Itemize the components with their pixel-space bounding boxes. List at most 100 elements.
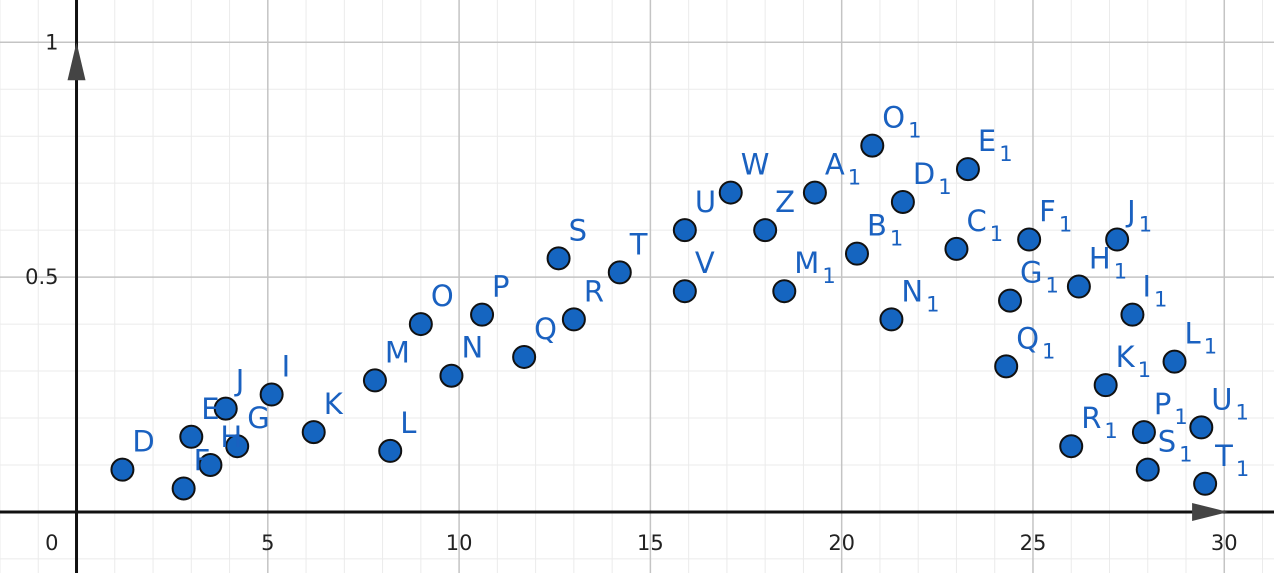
data-point[interactable] xyxy=(844,241,869,266)
data-point[interactable] xyxy=(1193,471,1218,496)
data-point[interactable] xyxy=(1131,420,1156,445)
point-label: Q xyxy=(534,312,557,346)
data-point[interactable] xyxy=(408,312,433,337)
x-tick-label: 10 xyxy=(446,531,473,555)
data-point[interactable] xyxy=(378,438,403,463)
x-tick-label: 25 xyxy=(1020,531,1047,555)
y-tick-label: 1 xyxy=(45,30,58,54)
data-point[interactable] xyxy=(512,344,537,369)
data-point[interactable] xyxy=(470,302,495,327)
point-label: Z xyxy=(775,185,795,219)
point-label: F xyxy=(194,443,211,477)
point-label: W xyxy=(741,148,770,182)
point-label: V xyxy=(695,246,715,280)
data-point[interactable] xyxy=(994,354,1019,379)
data-point[interactable] xyxy=(546,246,571,271)
point-label: G xyxy=(247,401,269,435)
data-point[interactable] xyxy=(860,133,885,158)
point-label: H xyxy=(220,420,242,454)
point-label: J xyxy=(234,364,245,398)
point-label: I xyxy=(282,350,291,384)
data-point[interactable] xyxy=(1093,373,1118,398)
data-point[interactable] xyxy=(1135,457,1160,482)
tick-labels: 5 10 15 20 25 300.510 xyxy=(25,30,1238,555)
data-point[interactable] xyxy=(672,279,697,304)
data-point[interactable] xyxy=(772,279,797,304)
data-points xyxy=(110,133,1218,501)
data-point[interactable] xyxy=(171,476,196,501)
data-point[interactable] xyxy=(944,236,969,261)
data-point[interactable] xyxy=(110,457,135,482)
data-point[interactable] xyxy=(362,368,387,393)
data-point[interactable] xyxy=(225,434,250,459)
data-point[interactable] xyxy=(301,420,326,445)
point-label: T xyxy=(629,227,648,261)
data-point[interactable] xyxy=(198,452,223,477)
data-point[interactable] xyxy=(259,382,284,407)
data-point[interactable] xyxy=(561,307,586,332)
point-label: L xyxy=(400,406,416,440)
point-label: S xyxy=(569,213,587,247)
data-point[interactable] xyxy=(179,424,204,449)
y-tick-label: 0.5 xyxy=(25,265,58,289)
point-label: U xyxy=(695,185,716,219)
data-point[interactable] xyxy=(213,396,238,421)
point-label: N xyxy=(461,331,483,365)
point-label: O xyxy=(431,279,454,313)
point-label: K xyxy=(324,387,344,421)
data-point[interactable] xyxy=(1120,302,1145,327)
point-label: D xyxy=(132,425,154,459)
data-point[interactable] xyxy=(890,189,915,214)
x-tick-label: 5 xyxy=(261,531,274,555)
data-point[interactable] xyxy=(672,218,697,243)
data-point[interactable] xyxy=(718,180,743,205)
x-axis-arrow xyxy=(1192,502,1229,521)
data-point[interactable] xyxy=(1066,274,1091,299)
origin-label: 0 xyxy=(45,531,58,555)
data-point[interactable] xyxy=(1105,227,1130,252)
y-axis-arrow xyxy=(67,42,86,81)
point-label: M xyxy=(385,335,410,369)
point-label: R xyxy=(584,274,604,308)
data-point[interactable] xyxy=(879,307,904,332)
data-point[interactable] xyxy=(753,218,778,243)
data-point[interactable] xyxy=(1017,227,1042,252)
data-point[interactable] xyxy=(1162,349,1187,374)
data-point[interactable] xyxy=(1059,434,1084,459)
data-point[interactable] xyxy=(955,157,980,182)
data-point[interactable] xyxy=(802,180,827,205)
data-point[interactable] xyxy=(439,363,464,388)
data-point[interactable] xyxy=(607,260,632,285)
x-tick-label: 20 xyxy=(828,531,855,555)
point-label: E xyxy=(201,392,219,426)
x-tick-label: 30 xyxy=(1211,531,1238,555)
data-point[interactable] xyxy=(1189,415,1214,440)
data-point[interactable] xyxy=(998,288,1023,313)
x-tick-label: 15 xyxy=(637,531,664,555)
